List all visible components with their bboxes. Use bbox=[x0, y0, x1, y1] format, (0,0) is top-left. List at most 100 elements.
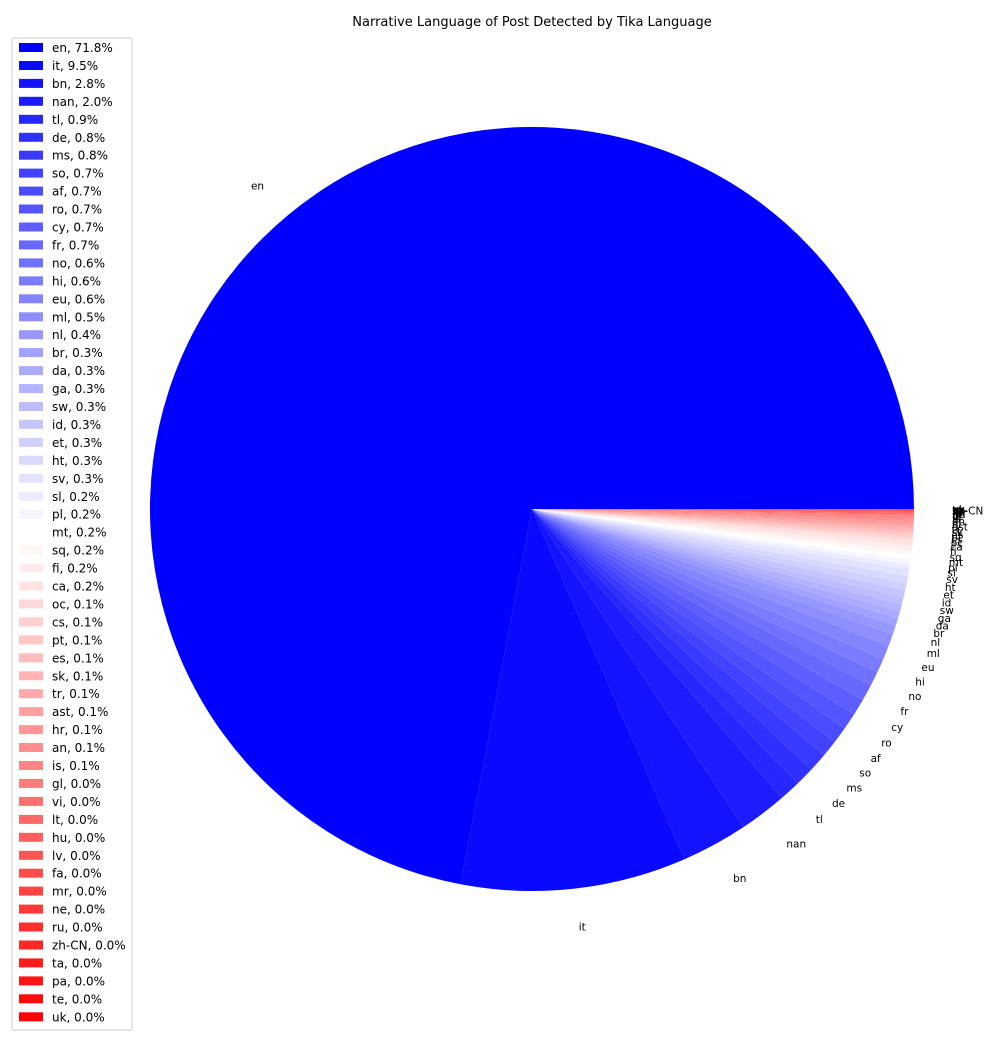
pie-label-ru: ru bbox=[952, 506, 963, 518]
pie-label-oc: oc bbox=[951, 537, 963, 549]
legend-swatch-ms bbox=[19, 150, 43, 160]
pie-slice-it bbox=[460, 509, 685, 891]
legend-label-gl: gl, 0.0% bbox=[52, 777, 101, 791]
legend-swatch-ca bbox=[19, 581, 43, 591]
legend-swatch-sv bbox=[19, 473, 43, 483]
pie-label-hr: hr bbox=[952, 519, 964, 531]
legend-swatch-nan bbox=[19, 96, 43, 106]
pie-label-sw: sw bbox=[940, 605, 954, 617]
legend-label-sv: sv, 0.3% bbox=[52, 472, 103, 486]
pie-slice-an bbox=[532, 509, 914, 522]
legend-label-cs: cs, 0.1% bbox=[52, 615, 103, 629]
legend-label-hu: hu, 0.0% bbox=[52, 831, 105, 845]
legend-swatch-it bbox=[19, 61, 43, 70]
legend-label-ht: ht, 0.3% bbox=[52, 454, 102, 468]
legend-swatch-no bbox=[19, 258, 43, 268]
pie-label-gl: gl bbox=[952, 512, 962, 524]
pie-label-sv: sv bbox=[946, 574, 958, 586]
legend-swatch-eu bbox=[19, 294, 43, 304]
legend-swatch-ga bbox=[19, 384, 43, 394]
legend-swatch-sk bbox=[19, 671, 43, 681]
legend-label-sw: sw, 0.3% bbox=[52, 400, 106, 414]
pie-slice-pt bbox=[532, 509, 914, 536]
pie-slice-hu bbox=[532, 509, 914, 514]
legend-label-zh-CN: zh-CN, 0.0% bbox=[52, 939, 126, 953]
legend-label-nan: nan, 2.0% bbox=[52, 95, 113, 109]
legend-swatch-ru bbox=[19, 922, 43, 932]
pie-slice-gl bbox=[532, 509, 914, 517]
pie-slice-mt bbox=[532, 509, 912, 560]
legend-swatch-en bbox=[19, 43, 43, 52]
pie-slice-da bbox=[532, 509, 900, 619]
legend-label-pa: pa, 0.0% bbox=[52, 974, 105, 988]
pie-slice-lv bbox=[532, 509, 914, 514]
legend-label-sl: sl, 0.2% bbox=[52, 490, 100, 504]
legend-swatch-pt bbox=[19, 635, 43, 645]
pie-slice-pl bbox=[532, 509, 911, 565]
legend-label-tr: tr, 0.1% bbox=[52, 687, 100, 701]
pie-slice-br bbox=[532, 509, 898, 626]
legend-swatch-nl bbox=[19, 330, 43, 340]
legend-label-ms: ms, 0.8% bbox=[52, 149, 108, 163]
pie-label-af: af bbox=[871, 753, 881, 765]
legend-swatch-ml bbox=[19, 312, 43, 322]
pie-slice-ne bbox=[532, 509, 914, 512]
pie-label-ga: ga bbox=[938, 613, 951, 625]
legend-label-mt: mt, 0.2% bbox=[52, 526, 107, 540]
pie-label-nl: nl bbox=[931, 637, 941, 649]
legend-label-et: et, 0.3% bbox=[52, 436, 102, 450]
legend: en, 71.8% it, 9.5% bn, 2.8% nan, 2.0% tl, 0.… bbox=[11, 37, 133, 1031]
legend-swatch-lv bbox=[19, 850, 43, 860]
legend-swatch-hu bbox=[19, 832, 43, 842]
pie-slice-sq bbox=[532, 509, 912, 555]
legend-label-de: de, 0.8% bbox=[52, 131, 105, 145]
pie-label-fr: fr bbox=[900, 706, 909, 718]
legend-swatch-et bbox=[19, 437, 43, 447]
legend-label-pt: pt, 0.1% bbox=[52, 633, 102, 647]
pie-slice-bn bbox=[532, 509, 744, 860]
pie-slice-is bbox=[532, 509, 914, 519]
pie-label-uk: uk bbox=[952, 504, 966, 516]
pie-label-de: de bbox=[832, 798, 845, 810]
pie-slice-ru bbox=[532, 509, 915, 511]
pie-label-tl: tl bbox=[816, 814, 823, 826]
pie-label-ms: ms bbox=[846, 783, 862, 795]
pie-slice-no bbox=[532, 509, 878, 686]
pie-label-ne: ne bbox=[952, 506, 965, 518]
legend-label-af: af, 0.7% bbox=[52, 185, 102, 199]
legend-label-br: br, 0.3% bbox=[52, 346, 103, 360]
legend-label-it: it, 9.5% bbox=[52, 59, 98, 73]
legend-label-fa: fa, 0.0% bbox=[52, 867, 102, 881]
pie-label-fa: fa bbox=[952, 507, 962, 519]
legend-label-hr: hr, 0.1% bbox=[52, 723, 103, 737]
legend-swatch-af bbox=[19, 186, 43, 196]
legend-label-id: id, 0.3% bbox=[52, 418, 101, 432]
legend-label-mr: mr, 0.0% bbox=[52, 885, 107, 899]
pie-slice-hi bbox=[532, 509, 884, 673]
pie-label-is: is bbox=[952, 514, 960, 526]
legend-swatch-tr bbox=[19, 689, 43, 699]
legend-label-ta: ta, 0.0% bbox=[52, 956, 102, 970]
legend-label-en: en, 71.8% bbox=[52, 41, 113, 55]
legend-label-ast: ast, 0.1% bbox=[52, 705, 108, 719]
legend-swatch-sq bbox=[19, 545, 43, 555]
pie-label-lt: lt bbox=[952, 510, 959, 522]
legend-label-tl: tl, 0.9% bbox=[52, 113, 98, 127]
pie-slice-af bbox=[532, 509, 845, 742]
pie-slice-ca bbox=[532, 509, 913, 546]
legend-label-oc: oc, 0.1% bbox=[52, 597, 104, 611]
pie-slice-sv bbox=[532, 509, 910, 577]
legend-label-pl: pl, 0.2% bbox=[52, 508, 101, 522]
pie-label-no: no bbox=[908, 691, 921, 703]
legend-swatch-cy bbox=[19, 222, 43, 232]
pie-label-sl: sl bbox=[947, 568, 955, 580]
pie-label-pt: pt bbox=[951, 532, 962, 544]
pie-slice-id bbox=[532, 509, 906, 598]
legend-swatch-fa bbox=[19, 868, 43, 878]
legend-label-fr: fr, 0.7% bbox=[52, 238, 99, 252]
pie-slice-de bbox=[532, 509, 812, 784]
legend-swatch-lt bbox=[19, 814, 43, 824]
pie-label-pl: pl bbox=[948, 562, 958, 574]
legend-label-sk: sk, 0.1% bbox=[52, 669, 103, 683]
legend-label-eu: eu, 0.6% bbox=[52, 292, 105, 306]
